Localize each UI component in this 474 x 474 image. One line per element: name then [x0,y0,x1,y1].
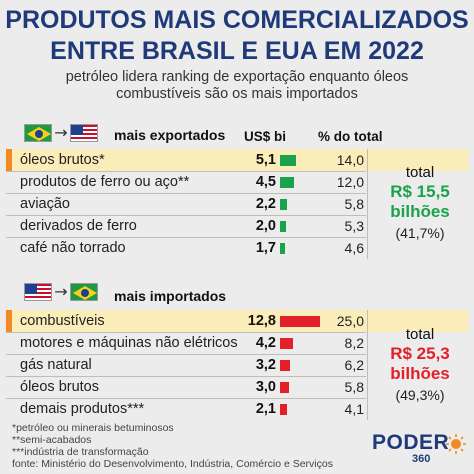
row-percent: 12,0 [336,174,364,190]
row-category: combustíveis [20,313,105,329]
export-total: total R$ 15,5 bilhões (41,7%) [372,164,468,242]
row-divider [6,237,366,238]
row-category: motores e máquinas não elétricos [20,335,238,351]
value-bar [280,177,295,188]
column-header-pct: % do total [318,129,383,144]
row-percent: 5,8 [344,196,364,212]
highlight-marker [6,149,12,171]
row-divider [6,215,366,216]
export-total-unit: bilhões [390,202,450,221]
table-row: óleos brutos 3,0 5,8 [6,376,468,398]
row-value: 2,0 [255,218,276,234]
footnote-2: **semi-acabados [12,434,92,446]
value-bar [280,155,296,166]
row-value: 12,8 [247,313,276,329]
row-category: derivados de ferro [20,218,137,234]
column-header-value: US$ bi [244,129,287,144]
row-percent: 4,1 [344,401,364,417]
row-divider [6,171,366,172]
title-line-1: PRODUTOS MAIS COMERCIALIZADOS [5,6,469,34]
sun-logo-icon [446,434,466,454]
row-value: 5,1 [255,152,276,168]
value-bar [280,221,287,232]
highlight-marker [6,310,12,332]
footnote-1: *petróleo ou minerais betuminosos [12,422,174,434]
row-percent: 6,2 [344,357,364,373]
row-category: óleos brutos [20,379,99,395]
logo-name: PODER [372,431,450,454]
import-total-label: total [405,326,435,343]
row-percent: 25,0 [336,313,364,329]
table-row: café não torrado 1,7 4,6 [6,237,468,259]
value-bar [280,404,287,415]
row-value: 3,0 [255,379,276,395]
value-bar [280,199,287,210]
value-bar [280,338,294,349]
export-total-value: R$ 15,5 [390,182,450,201]
logo-number: 360 [412,453,431,465]
import-section-label: mais importados [114,288,227,304]
brazil-flag-icon [70,283,98,301]
row-category: gás natural [20,357,92,373]
footnote-source: fonte: Ministério do Desenvolvimento, In… [12,458,333,470]
row-percent: 5,8 [344,379,364,395]
poder360-logo: PODER 360 [372,430,468,470]
export-section-label: mais exportados [114,127,226,143]
import-total-pct: (49,3%) [395,387,445,403]
table-row: combustíveis 12,8 25,0 [6,310,468,332]
value-bar [280,360,290,371]
table-row: aviação 2,2 5,8 [6,193,468,215]
usa-flag-icon [24,283,52,301]
row-value: 1,7 [255,240,276,256]
value-bar [280,382,290,393]
table-row: gás natural 3,2 6,2 [6,354,468,376]
row-category: produtos de ferro ou aço** [20,174,190,190]
table-row: motores e máquinas não elétricos 4,2 8,2 [6,332,468,354]
table-row: produtos de ferro ou aço** 4,5 12,0 [6,171,468,193]
subtitle-line-1: petróleo lidera ranking de exportação en… [65,69,409,85]
row-divider [6,398,366,399]
total-divider [367,310,368,420]
subtitle-line-2: combustíveis são os mais importados [116,86,358,102]
row-value: 2,2 [255,196,276,212]
row-category: óleos brutos* [20,152,105,168]
table-row: demais produtos*** 2,1 4,1 [6,398,468,420]
row-value: 4,2 [255,335,276,351]
row-divider [6,193,366,194]
import-total-unit: bilhões [390,364,450,383]
row-percent: 4,6 [344,240,364,256]
row-value: 4,5 [255,174,276,190]
export-total-label: total [405,164,435,181]
import-total: total R$ 25,3 bilhões (49,3%) [372,326,468,404]
import-total-value: R$ 25,3 [390,344,450,363]
value-bar [280,243,286,254]
row-value: 2,1 [255,401,276,417]
arrow-right-icon: → [54,123,68,142]
value-bar [280,316,320,327]
arrow-right-icon: → [54,282,68,301]
row-percent: 14,0 [336,152,364,168]
usa-flag-icon [70,124,98,142]
row-percent: 8,2 [344,335,364,351]
row-divider [6,354,366,355]
row-value: 3,2 [255,357,276,373]
row-divider [6,376,366,377]
total-divider [367,149,368,259]
row-category: demais produtos*** [20,401,145,417]
table-row: derivados de ferro 2,0 5,3 [6,215,468,237]
row-divider [6,332,366,333]
row-category: café não torrado [20,240,126,256]
table-row: óleos brutos* 5,1 14,0 [6,149,468,171]
footnote-3: ***indústria de transformação [12,446,149,458]
title-line-2: ENTRE BRASIL E EUA EM 2022 [50,37,424,65]
export-total-pct: (41,7%) [395,225,445,241]
row-category: aviação [20,196,70,212]
row-percent: 5,3 [344,218,364,234]
brazil-flag-icon [24,124,52,142]
